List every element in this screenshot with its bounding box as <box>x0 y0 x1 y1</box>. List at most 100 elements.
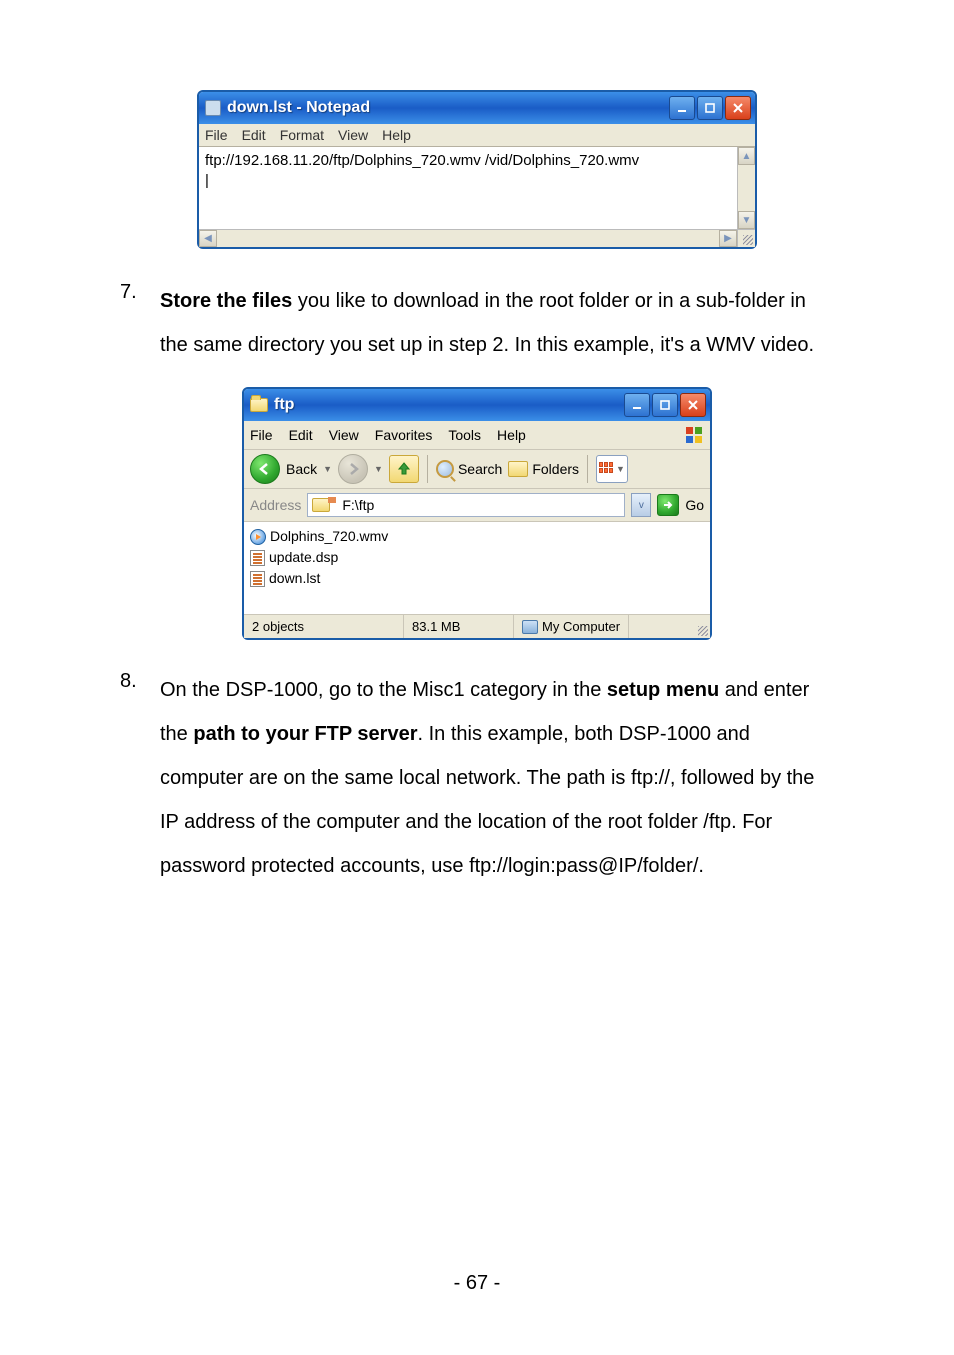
file-item[interactable]: update.dsp <box>250 547 704 568</box>
maximize-button[interactable] <box>697 96 723 120</box>
views-button[interactable]: ▼ <box>596 455 628 483</box>
resize-grip[interactable] <box>737 230 755 247</box>
close-icon <box>686 398 700 412</box>
scroll-right-button[interactable]: ▶ <box>719 230 737 247</box>
file-item[interactable]: Dolphins_720.wmv <box>250 526 704 547</box>
maximize-icon <box>658 398 672 412</box>
search-label: Search <box>458 461 502 477</box>
list-8-pre1: On the DSP-1000, go to the Misc1 categor… <box>160 679 607 701</box>
media-file-icon <box>250 529 266 545</box>
vertical-scrollbar[interactable]: ▲ ▼ <box>737 147 755 229</box>
statusbar-resize-grip[interactable] <box>692 615 710 638</box>
back-dropdown-icon[interactable]: ▼ <box>323 464 332 474</box>
close-button[interactable] <box>680 393 706 417</box>
status-bar: 2 objects 83.1 MB My Computer <box>244 614 710 638</box>
notepad-textarea[interactable]: ftp://192.168.11.20/ftp/Dolphins_720.wmv… <box>199 147 737 229</box>
list-body-8: On the DSP-1000, go to the Misc1 categor… <box>160 668 834 888</box>
scroll-down-button[interactable]: ▼ <box>738 211 755 229</box>
address-dropdown-button[interactable]: v <box>631 493 651 517</box>
menu-favorites[interactable]: Favorites <box>375 427 433 443</box>
back-label[interactable]: Back <box>286 461 317 477</box>
go-arrow-icon <box>662 499 674 511</box>
file-name: down.lst <box>269 568 320 589</box>
menu-view[interactable]: View <box>329 427 359 443</box>
file-item[interactable]: down.lst <box>250 568 704 589</box>
file-name: update.dsp <box>269 547 338 568</box>
search-button[interactable]: Search <box>436 460 502 478</box>
status-objects: 2 objects <box>244 615 404 638</box>
explorer-window: ftp File Edit View Favorites Tools Help <box>242 387 712 640</box>
scroll-left-button[interactable]: ◀ <box>199 230 217 247</box>
page-number: - 67 - <box>0 1272 954 1295</box>
window-buttons <box>624 393 706 417</box>
list-item-8: 8. On the DSP-1000, go to the Misc1 cate… <box>120 668 834 888</box>
notepad-content-area: ftp://192.168.11.20/ftp/Dolphins_720.wmv… <box>199 147 755 229</box>
notepad-icon <box>205 100 221 116</box>
horizontal-scrollbar[interactable]: ◀ ▶ <box>199 229 755 247</box>
list-number-7: 7. <box>120 279 160 367</box>
file-list-pane[interactable]: Dolphins_720.wmv update.dsp down.lst <box>244 522 710 614</box>
address-label: Address <box>250 497 301 513</box>
list-8-bold2: path to your FTP server <box>193 723 417 745</box>
list-number-8: 8. <box>120 668 160 888</box>
toolbar-separator <box>427 455 428 483</box>
list-body-7: Store the files you like to download in … <box>160 279 834 367</box>
folder-icon <box>250 398 268 412</box>
my-computer-icon <box>522 620 538 634</box>
address-field[interactable]: F:\ftp <box>307 493 625 517</box>
notepad-title-bar: down.lst - Notepad <box>199 92 755 124</box>
up-button[interactable] <box>389 455 419 483</box>
menu-format[interactable]: Format <box>280 127 324 143</box>
views-dropdown-icon: ▼ <box>616 464 625 474</box>
status-location-text: My Computer <box>542 619 620 634</box>
folders-label: Folders <box>532 461 579 477</box>
explorer-menu-bar: File Edit View Favorites Tools Help <box>244 421 710 450</box>
forward-button[interactable] <box>338 454 368 484</box>
menu-help[interactable]: Help <box>382 127 411 143</box>
list-7-bold: Store the files <box>160 290 292 312</box>
menu-edit[interactable]: Edit <box>242 127 266 143</box>
maximize-icon <box>703 101 717 115</box>
folder-open-icon <box>328 497 336 503</box>
toolbar-separator <box>587 455 588 483</box>
menu-tools[interactable]: Tools <box>448 427 481 443</box>
back-button[interactable] <box>250 454 280 484</box>
list-item-7: 7. Store the files you like to download … <box>120 279 834 367</box>
close-button[interactable] <box>725 96 751 120</box>
menu-file[interactable]: File <box>250 427 273 443</box>
notepad-menu-bar: File Edit Format View Help <box>199 124 755 147</box>
minimize-button[interactable] <box>669 96 695 120</box>
menu-help[interactable]: Help <box>497 427 526 443</box>
file-name: Dolphins_720.wmv <box>270 526 388 547</box>
views-icon <box>599 462 615 476</box>
text-file-icon <box>250 550 265 566</box>
notepad-text: ftp://192.168.11.20/ftp/Dolphins_720.wmv… <box>205 152 639 169</box>
minimize-icon <box>630 398 644 412</box>
explorer-title: ftp <box>274 396 624 414</box>
menu-file[interactable]: File <box>205 127 228 143</box>
menu-edit[interactable]: Edit <box>289 427 313 443</box>
explorer-title-bar: ftp <box>244 389 710 421</box>
scroll-up-button[interactable]: ▲ <box>738 147 755 165</box>
go-button[interactable] <box>657 494 679 516</box>
folders-button[interactable]: Folders <box>508 461 579 477</box>
folders-icon <box>508 461 528 477</box>
notepad-window: down.lst - Notepad File Edit Format View… <box>197 90 757 249</box>
notepad-title: down.lst - Notepad <box>227 99 669 117</box>
window-buttons <box>669 96 751 120</box>
address-bar: Address F:\ftp v Go <box>244 489 710 522</box>
minimize-icon <box>675 101 689 115</box>
status-size: 83.1 MB <box>404 615 514 638</box>
search-icon <box>436 460 454 478</box>
list-8-rest: . In this example, both DSP-1000 and com… <box>160 723 814 877</box>
menu-view[interactable]: View <box>338 127 368 143</box>
go-label[interactable]: Go <box>685 497 704 513</box>
up-arrow-icon <box>395 460 413 478</box>
hscroll-track[interactable] <box>217 230 719 247</box>
minimize-button[interactable] <box>624 393 650 417</box>
windows-flag-icon <box>684 425 704 445</box>
address-value: F:\ftp <box>342 497 374 513</box>
back-arrow-icon <box>258 462 272 476</box>
forward-dropdown-icon[interactable]: ▼ <box>374 464 383 474</box>
maximize-button[interactable] <box>652 393 678 417</box>
